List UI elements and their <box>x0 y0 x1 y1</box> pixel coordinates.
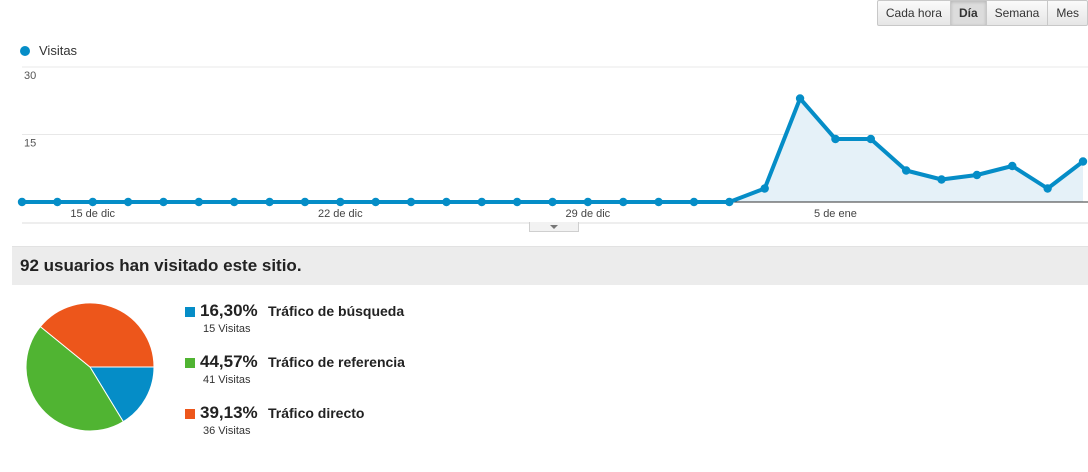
traffic-visits: 41 Visitas <box>203 374 251 386</box>
traffic-source-label[interactable]: Tráfico de búsqueda <box>268 303 405 319</box>
data-point <box>831 134 840 144</box>
data-point <box>300 197 310 207</box>
traffic-pie-chart <box>25 302 155 432</box>
data-point <box>265 197 274 207</box>
chart-legend[interactable]: Visitas <box>20 43 77 58</box>
data-point <box>654 197 663 207</box>
data-point <box>548 197 557 207</box>
series-area <box>22 98 1083 202</box>
data-point <box>512 197 522 207</box>
data-point <box>1008 161 1017 171</box>
data-point <box>477 197 486 207</box>
visits-chart: 30 15 15 de dic 22 de dic 29 de dic 5 de ene <box>17 66 1088 224</box>
y-tick-label: 30 <box>24 70 36 82</box>
data-point <box>1043 184 1052 193</box>
traffic-visits: 36 Visitas <box>203 425 251 437</box>
data-point <box>88 197 97 207</box>
pie-slice[interactable] <box>89 366 155 423</box>
data-point <box>866 134 875 144</box>
data-point <box>336 197 345 207</box>
chevron-down-icon <box>550 224 558 229</box>
range-button-week[interactable]: Semana <box>985 1 1048 25</box>
x-tick-label: 15 de dic <box>70 208 115 220</box>
data-point <box>194 197 204 207</box>
referral-swatch <box>185 358 195 368</box>
direct-swatch <box>185 409 195 419</box>
data-point <box>795 94 805 103</box>
series-legend-dot <box>20 45 30 56</box>
data-point <box>725 197 734 207</box>
data-point <box>371 197 380 207</box>
data-point <box>1078 157 1088 166</box>
traffic-source-label[interactable]: Tráfico de referencia <box>268 354 405 370</box>
date-range-selector: Cada hora Día Semana Mes <box>876 0 1088 26</box>
range-button-hourly[interactable]: Cada hora <box>878 1 950 25</box>
traffic-percentage: 44,57% <box>200 352 258 371</box>
search-swatch <box>185 307 195 317</box>
data-point <box>901 166 911 175</box>
data-point <box>937 175 946 184</box>
data-point <box>442 197 451 207</box>
traffic-visits: 15 Visitas <box>203 323 251 335</box>
data-point <box>230 197 239 207</box>
traffic-percentage: 16,30% <box>200 301 258 320</box>
traffic-source-label[interactable]: Tráfico directo <box>268 405 365 421</box>
data-point <box>123 197 133 207</box>
x-tick-label: 29 de dic <box>566 208 611 220</box>
data-point <box>619 197 628 207</box>
summary-text: 92 usuarios han visitado este sitio. <box>20 256 302 275</box>
pie-slice[interactable] <box>25 325 124 432</box>
range-button-month[interactable]: Mes <box>1047 1 1087 25</box>
pie-slice[interactable] <box>39 302 155 368</box>
range-button-day[interactable]: Día <box>949 1 986 25</box>
y-tick-label: 15 <box>24 138 36 150</box>
summary-bar: 92 usuarios han visitado este sitio. <box>12 246 1088 285</box>
data-point <box>53 197 62 207</box>
data-point <box>689 197 699 207</box>
data-point <box>406 197 416 207</box>
series-legend-label: Visitas <box>39 43 78 58</box>
data-point <box>159 197 168 207</box>
x-tick-label: 22 de dic <box>318 208 363 220</box>
chart-collapse-toggle[interactable] <box>529 222 579 232</box>
data-point <box>17 197 27 207</box>
data-point <box>760 184 769 193</box>
x-tick-label: 5 de ene <box>814 208 857 220</box>
data-point <box>583 197 593 207</box>
data-point <box>972 170 982 180</box>
traffic-percentage: 39,13% <box>200 403 258 422</box>
